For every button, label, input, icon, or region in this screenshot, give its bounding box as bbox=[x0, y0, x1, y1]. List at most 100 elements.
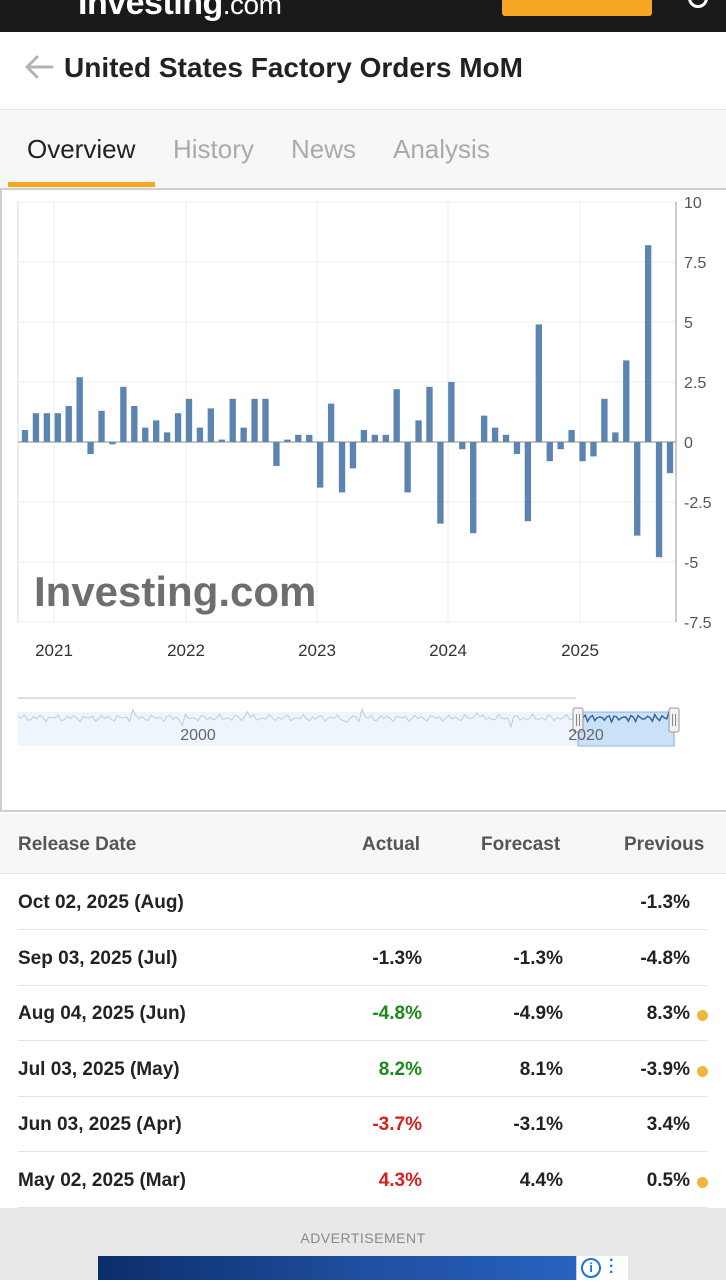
ad-banner[interactable]: i · · · bbox=[98, 1252, 628, 1281]
chart-bar[interactable] bbox=[601, 398, 608, 442]
chart-bar[interactable] bbox=[666, 442, 674, 474]
chart-bar[interactable] bbox=[87, 442, 94, 454]
release-date-cell: Jul 03, 2025 (May) bbox=[18, 1058, 180, 1080]
more-vertical-icon[interactable]: · · · bbox=[609, 1252, 615, 1281]
revised-indicator-icon[interactable] bbox=[697, 1010, 708, 1022]
table-row[interactable]: Oct 02, 2025 (Aug) -1.3% bbox=[0, 874, 726, 930]
chart-bar[interactable] bbox=[524, 442, 532, 522]
chart-bar[interactable] bbox=[21, 430, 29, 442]
chart-bar[interactable] bbox=[120, 386, 127, 442]
signup-button[interactable] bbox=[502, 0, 652, 16]
chart-bar[interactable] bbox=[316, 442, 324, 488]
chart-bar[interactable] bbox=[371, 434, 379, 442]
header-forecast[interactable]: Forecast bbox=[481, 834, 561, 855]
chart-bar[interactable] bbox=[262, 398, 269, 442]
table-row[interactable]: May 02, 2025 (Mar) 4.3% 4.4% 0.5% bbox=[0, 1152, 726, 1208]
tab-history[interactable]: History bbox=[173, 134, 254, 164]
chart-bar[interactable] bbox=[142, 427, 149, 442]
table-row[interactable]: Jul 03, 2025 (May) 8.2% 8.1% -3.9% bbox=[0, 1041, 726, 1097]
chart-bar[interactable] bbox=[470, 442, 477, 534]
chart-bar[interactable] bbox=[185, 398, 193, 442]
chart-bar[interactable] bbox=[218, 439, 225, 442]
table-row[interactable]: Sep 03, 2025 (Jul) -1.3% -1.3% -4.8% bbox=[0, 930, 726, 986]
chart-bar[interactable] bbox=[327, 403, 335, 442]
forecast-cell: -4.9% bbox=[513, 1003, 563, 1025]
chart-bar[interactable] bbox=[579, 442, 586, 462]
chart-bar[interactable] bbox=[54, 413, 61, 442]
chart-bar[interactable] bbox=[623, 360, 630, 442]
previous-cell: -1.3% bbox=[640, 892, 690, 913]
chart-bar[interactable] bbox=[207, 408, 215, 442]
navigator-background bbox=[18, 712, 676, 746]
chart-bar[interactable] bbox=[546, 442, 553, 462]
chart-bar[interactable] bbox=[174, 413, 182, 442]
chart-bar[interactable] bbox=[284, 439, 291, 442]
arrow-left-icon[interactable] bbox=[22, 50, 56, 84]
previous-cell: -4.8% bbox=[640, 947, 690, 969]
release-date-cell: Jun 03, 2025 (Apr) bbox=[18, 1114, 182, 1136]
chart-bar[interactable] bbox=[65, 406, 72, 442]
chart-bar[interactable] bbox=[448, 382, 455, 442]
chart-bar[interactable] bbox=[273, 442, 280, 466]
row-divider bbox=[18, 984, 708, 986]
chart-bar[interactable] bbox=[480, 415, 488, 442]
chart-bar[interactable] bbox=[196, 427, 204, 442]
chart-bar[interactable] bbox=[459, 442, 466, 450]
chart-bar[interactable] bbox=[43, 413, 51, 442]
bar-chart[interactable]: 10 7.5 5 2.5 0 -2.5 -5 -7.5 2021 2022 2023 2024 2025… bbox=[2, 190, 726, 810]
chart-bar[interactable] bbox=[415, 420, 422, 442]
chart-bar[interactable] bbox=[612, 432, 619, 442]
chart-bar[interactable] bbox=[295, 434, 302, 442]
chart-bar[interactable] bbox=[131, 406, 138, 442]
revised-indicator-icon[interactable] bbox=[697, 1177, 708, 1188]
x-tick-label: 2021 bbox=[35, 641, 73, 660]
chart-bar[interactable] bbox=[568, 430, 575, 442]
site-logo[interactable]: Investing.com bbox=[78, 0, 282, 22]
chart-bar[interactable] bbox=[32, 413, 40, 442]
tab-analysis[interactable]: Analysis bbox=[393, 134, 490, 164]
chart-bar[interactable] bbox=[360, 430, 368, 442]
chart-bar[interactable] bbox=[502, 434, 510, 442]
chart-bar[interactable] bbox=[349, 442, 357, 469]
chart-bar[interactable] bbox=[109, 442, 116, 445]
chart-bar[interactable] bbox=[240, 427, 247, 442]
table-row[interactable]: Jun 03, 2025 (Apr) -3.7% -3.1% 3.4% bbox=[0, 1096, 726, 1153]
chart-bar[interactable] bbox=[229, 398, 236, 442]
chart-bar[interactable] bbox=[634, 442, 641, 536]
chart-bar[interactable] bbox=[426, 386, 433, 442]
navigator-handle[interactable] bbox=[668, 707, 680, 733]
navigator-tick-label: 2020 bbox=[568, 727, 604, 744]
chart-bar[interactable] bbox=[306, 434, 313, 442]
chart-bar[interactable] bbox=[338, 442, 346, 493]
chart-bar[interactable] bbox=[76, 377, 83, 442]
chart-bar[interactable] bbox=[655, 442, 663, 558]
revised-indicator-icon[interactable] bbox=[697, 1065, 708, 1077]
chart-bar[interactable] bbox=[404, 442, 411, 493]
navigator-selected-series bbox=[577, 709, 675, 724]
chart-bar[interactable] bbox=[590, 442, 597, 457]
navigator-handle[interactable] bbox=[572, 707, 584, 733]
chart-bar[interactable] bbox=[251, 398, 258, 442]
chart-bar[interactable] bbox=[644, 245, 652, 442]
chart-bar[interactable] bbox=[382, 434, 389, 442]
chart-bar[interactable] bbox=[437, 442, 444, 524]
chart-bar[interactable] bbox=[98, 410, 105, 442]
chart-bar[interactable] bbox=[557, 442, 564, 450]
info-icon[interactable]: i bbox=[581, 1258, 601, 1278]
header-previous[interactable]: Previous bbox=[624, 834, 705, 855]
row-divider bbox=[18, 1151, 708, 1153]
tab-news[interactable]: News bbox=[291, 134, 357, 164]
header-actual[interactable]: Actual bbox=[362, 834, 421, 855]
tab-overview[interactable]: Overview bbox=[27, 134, 136, 164]
header-release-date[interactable]: Release Date bbox=[18, 834, 137, 855]
table-row[interactable]: Aug 04, 2025 (Jun) -4.8% -4.9% 8.3% bbox=[0, 985, 726, 1042]
search-icon[interactable] bbox=[688, 0, 708, 8]
chart-bar[interactable] bbox=[163, 432, 171, 442]
actual-cell: 8.2% bbox=[378, 1058, 422, 1080]
y-tick-label: -7.5 bbox=[684, 615, 712, 632]
chart-bar[interactable] bbox=[153, 420, 160, 442]
chart-bar[interactable] bbox=[491, 427, 499, 442]
chart-bar[interactable] bbox=[393, 389, 400, 442]
chart-bar[interactable] bbox=[513, 442, 521, 454]
chart-bar[interactable] bbox=[535, 324, 542, 442]
